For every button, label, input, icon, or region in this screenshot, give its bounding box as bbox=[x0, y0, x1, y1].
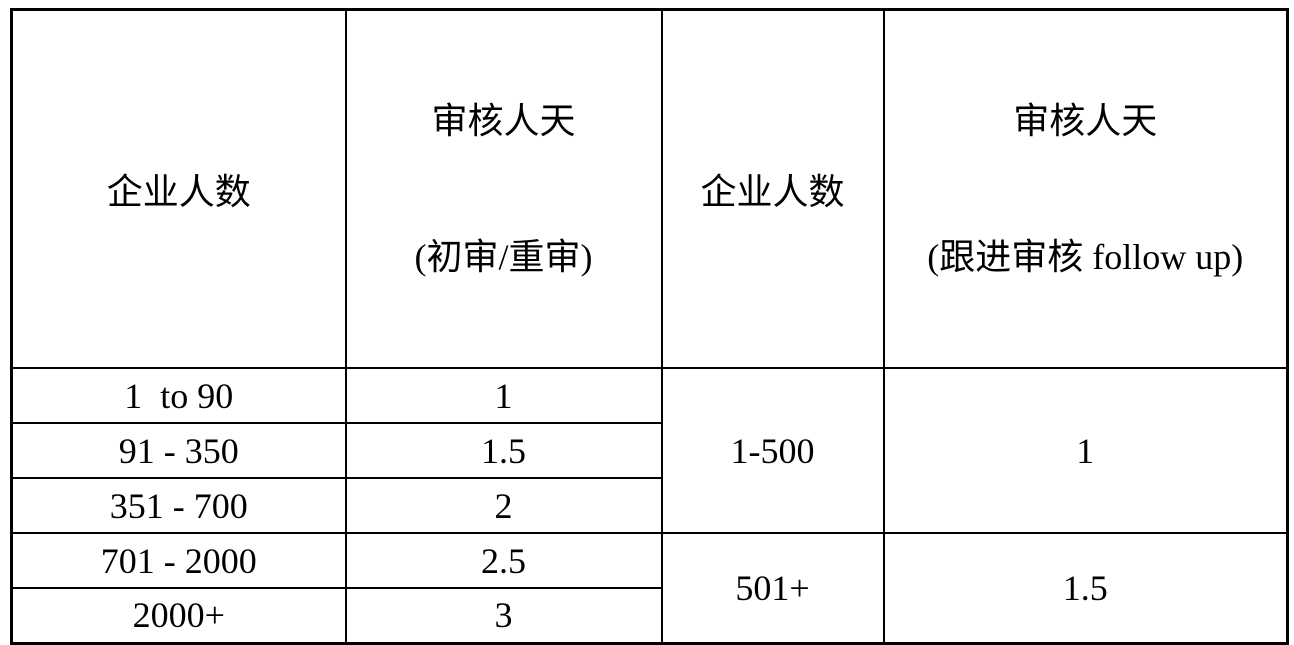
cell-range-351-700: 351 - 700 bbox=[10, 477, 347, 534]
cell-days-1-to-90: 1 bbox=[344, 367, 663, 424]
header-left-audit-days-line2: (初审/重审) bbox=[414, 237, 593, 277]
header-left-headcount: 企业人数 bbox=[10, 8, 347, 369]
cell-range-501-plus: 501+ bbox=[660, 532, 885, 644]
table-row: 701 - 2000 2.5 501+ 1.5 bbox=[10, 532, 1289, 644]
header-right-audit-days-line1: 审核人天 bbox=[1013, 101, 1158, 141]
header-right-audit-days-line2: (跟进审核 follow up) bbox=[927, 237, 1244, 277]
cell-range-2000-plus: 2000+ bbox=[10, 587, 347, 644]
header-right-headcount: 企业人数 bbox=[660, 8, 885, 369]
document-page: 企业人数 审核人天 (初审/重审) 企业人数 审核人天 (跟进审核 follow… bbox=[10, 8, 1289, 645]
cell-days-1-500: 1 bbox=[882, 367, 1289, 534]
cell-range-91-350: 91 - 350 bbox=[10, 422, 347, 479]
cell-range-701-2000: 701 - 2000 bbox=[10, 532, 347, 589]
cell-range-1-500: 1-500 bbox=[660, 367, 885, 534]
cell-days-2000-plus: 3 bbox=[344, 587, 663, 644]
header-right-audit-days: 审核人天 (跟进审核 follow up) bbox=[882, 8, 1289, 369]
header-left-audit-days-line1: 审核人天 bbox=[431, 101, 576, 141]
cell-days-91-350: 1.5 bbox=[344, 422, 663, 479]
header-left-audit-days: 审核人天 (初审/重审) bbox=[344, 8, 663, 369]
table-row: 1 to 90 1 1-500 1 bbox=[10, 367, 1289, 534]
cell-days-351-700: 2 bbox=[344, 477, 663, 534]
cell-range-1-to-90: 1 to 90 bbox=[10, 367, 347, 424]
cell-days-501-plus: 1.5 bbox=[882, 532, 1289, 644]
audit-days-table: 企业人数 审核人天 (初审/重审) 企业人数 审核人天 (跟进审核 follow… bbox=[10, 8, 1289, 645]
table-header-row: 企业人数 审核人天 (初审/重审) 企业人数 审核人天 (跟进审核 follow… bbox=[10, 8, 1289, 369]
cell-days-701-2000: 2.5 bbox=[344, 532, 663, 589]
